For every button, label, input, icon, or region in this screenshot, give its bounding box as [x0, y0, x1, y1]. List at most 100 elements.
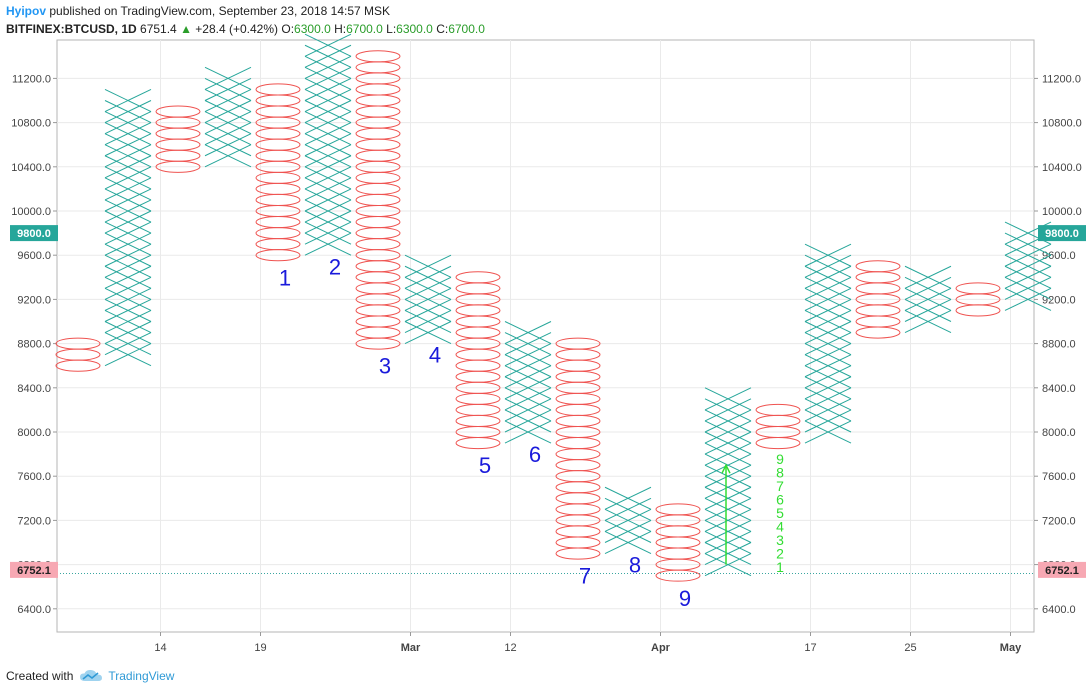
- x-tick-label: 25: [904, 642, 916, 654]
- o-mark: [355, 50, 401, 63]
- x-mark: [904, 298, 952, 322]
- x-mark: [904, 265, 952, 289]
- x-mark: [1004, 254, 1052, 278]
- x-mark: [404, 276, 452, 300]
- symbol-info: BITFINEX:BTCUSD, 1D 6751.4 ▲ +28.4 (+0.4…: [6, 22, 485, 36]
- x-mark: [804, 409, 852, 433]
- x-mark: [504, 365, 552, 389]
- symbol-name: BITFINEX:BTCUSD, 1D: [6, 22, 137, 36]
- x-mark: [304, 188, 352, 212]
- count-label: 8: [776, 465, 784, 481]
- x-mark: [304, 166, 352, 190]
- open-label: O:: [281, 22, 295, 36]
- x-mark: [204, 111, 252, 135]
- y-tick-label-right: 7600.0: [1042, 471, 1076, 483]
- author-name[interactable]: Hyipov: [6, 4, 47, 18]
- y-tick-label-right: 9600.0: [1042, 250, 1076, 262]
- count-label: 2: [776, 546, 784, 562]
- x-mark: [104, 321, 152, 345]
- up-arrow-icon: ▲: [180, 22, 192, 36]
- x-mark: [804, 298, 852, 322]
- x-mark: [204, 100, 252, 124]
- x-mark: [804, 332, 852, 356]
- count-label: 6: [776, 492, 784, 508]
- price-box-label-left: 9800.0: [17, 228, 51, 240]
- x-mark: [504, 409, 552, 433]
- x-mark: [104, 199, 152, 223]
- x-mark: [1004, 243, 1052, 267]
- x-mark: [704, 409, 752, 433]
- y-tick-label-left: 7600.0: [17, 471, 51, 483]
- x-tick-label: Mar: [401, 642, 421, 654]
- o-mark: [455, 271, 501, 284]
- x-mark: [704, 475, 752, 499]
- low-value: 6300.0: [396, 22, 433, 36]
- y-tick-label-left: 6400.0: [17, 604, 51, 616]
- x-mark: [104, 166, 152, 190]
- close-value: 6700.0: [448, 22, 485, 36]
- x-tick-label: 14: [154, 642, 166, 654]
- x-tick-label: Apr: [651, 642, 671, 654]
- pnf-chart[interactable]: 6400.06400.06800.06800.07200.07200.07600…: [0, 0, 1092, 660]
- x-mark: [104, 144, 152, 168]
- x-mark: [204, 122, 252, 146]
- x-mark: [604, 486, 652, 510]
- price-box-left: [10, 225, 58, 242]
- y-tick-label-left: 10000.0: [11, 206, 51, 218]
- x-mark: [304, 221, 352, 245]
- close-label: C:: [436, 22, 449, 36]
- y-tick-label-right: 8400.0: [1042, 383, 1076, 395]
- y-tick-label-right: 8000.0: [1042, 427, 1076, 439]
- x-mark: [304, 232, 352, 256]
- price-box-label-right: 6752.1: [1045, 565, 1079, 577]
- x-mark: [804, 243, 852, 267]
- o-mark: [255, 83, 301, 96]
- y-tick-label-left: 8400.0: [17, 383, 51, 395]
- x-mark: [704, 398, 752, 422]
- y-tick-label-right: 10800.0: [1042, 118, 1082, 130]
- x-mark: [904, 287, 952, 311]
- x-mark: [204, 66, 252, 90]
- footer: Created with TradingView: [6, 669, 174, 683]
- created-with-text: Created with: [6, 669, 74, 683]
- x-tick-label: 12: [504, 642, 516, 654]
- tradingview-label: TradingView: [108, 669, 175, 683]
- x-mark: [104, 332, 152, 356]
- count-label: 3: [776, 532, 784, 548]
- x-mark: [1004, 287, 1052, 311]
- x-mark: [504, 343, 552, 367]
- x-mark: [104, 221, 152, 245]
- y-tick-label-right: 7200.0: [1042, 515, 1076, 527]
- wave-label: 9: [679, 586, 691, 611]
- wave-label: 6: [529, 442, 541, 467]
- count-label: 1: [776, 559, 784, 575]
- y-tick-label-right: 11200.0: [1042, 73, 1081, 85]
- x-mark: [904, 276, 952, 300]
- wave-label: 4: [429, 343, 441, 368]
- low-label: L:: [386, 22, 397, 36]
- tradingview-link[interactable]: TradingView: [79, 669, 174, 683]
- open-value: 6300.0: [294, 22, 331, 36]
- x-mark: [804, 354, 852, 378]
- y-tick-label-left: 9200.0: [17, 294, 51, 306]
- y-tick-label-left: 10400.0: [11, 162, 51, 174]
- x-mark: [104, 210, 152, 234]
- o-mark: [555, 337, 601, 350]
- x-mark: [304, 111, 352, 135]
- x-mark: [504, 420, 552, 444]
- wave-label: 5: [479, 453, 491, 478]
- y-tick-label-left: 9600.0: [17, 250, 51, 262]
- tradingview-cloud-icon: [80, 669, 103, 681]
- x-mark: [304, 100, 352, 124]
- price-box-label-left: 6752.1: [17, 565, 51, 577]
- y-tick-label-left: 7200.0: [17, 515, 51, 527]
- price-box-label-right: 9800.0: [1045, 228, 1079, 240]
- x-mark: [104, 243, 152, 267]
- x-tick-label: 19: [254, 642, 266, 654]
- x-mark: [704, 486, 752, 510]
- publish-info: Hyipov published on TradingView.com, Sep…: [6, 4, 390, 18]
- high-value: 6700.0: [346, 22, 383, 36]
- x-mark: [504, 354, 552, 378]
- o-mark: [155, 105, 201, 118]
- price-box-right: [1038, 225, 1086, 242]
